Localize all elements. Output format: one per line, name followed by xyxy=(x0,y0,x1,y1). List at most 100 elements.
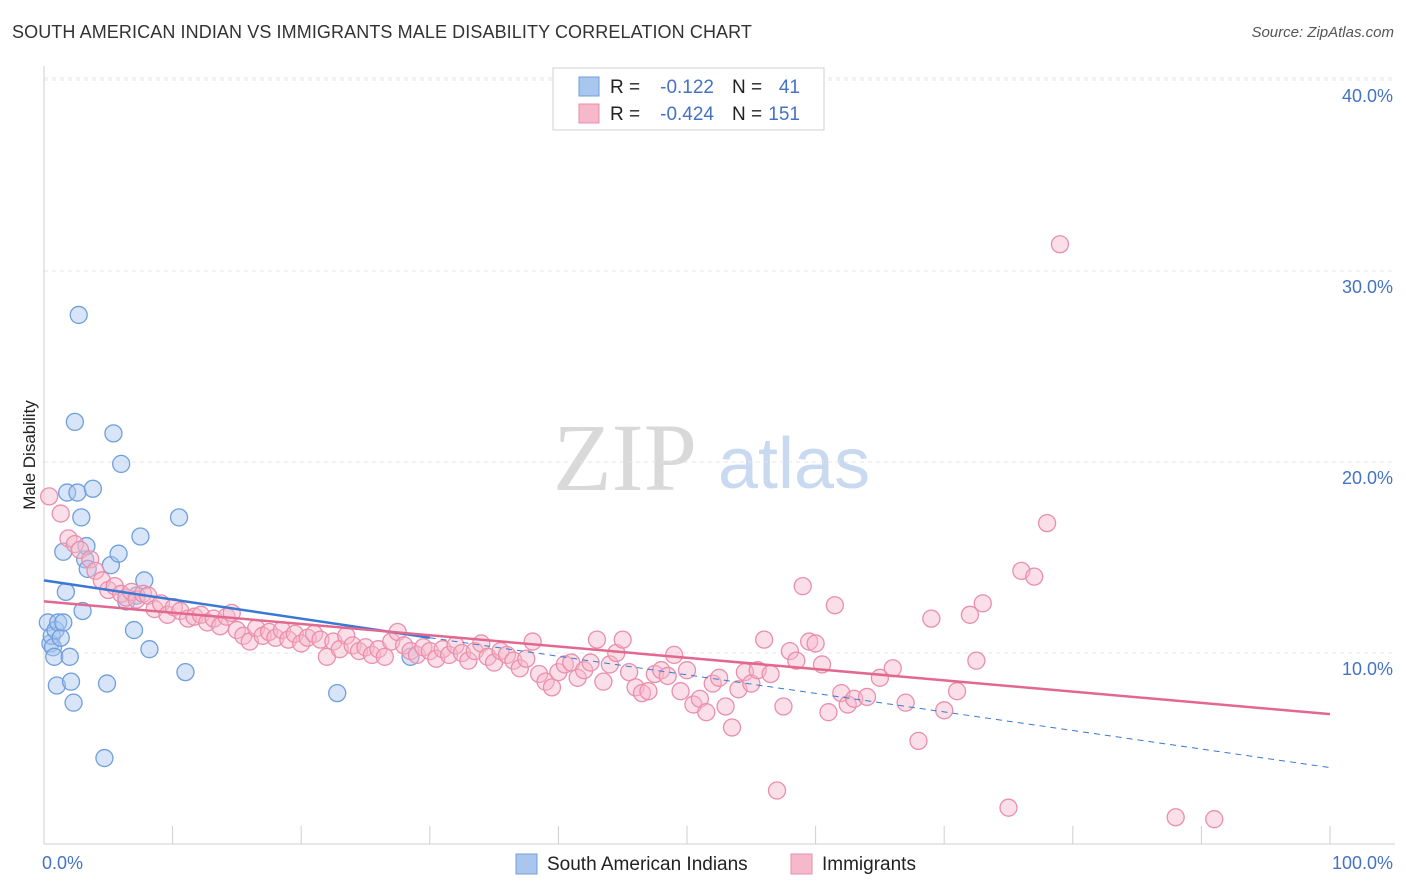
data-point-pink xyxy=(555,655,574,674)
data-point-blue xyxy=(64,693,83,712)
legend-swatch-pink xyxy=(578,103,600,124)
data-point-blue xyxy=(401,647,420,666)
data-point-blue xyxy=(83,479,103,498)
data-point-pink xyxy=(375,647,394,666)
x-tick-label-min: 0.0% xyxy=(42,853,83,873)
data-point-pink xyxy=(935,701,954,720)
data-point-blue xyxy=(131,527,150,546)
data-point-pink xyxy=(594,672,613,691)
data-point-pink xyxy=(825,596,845,615)
data-point-pink xyxy=(1205,810,1224,829)
data-point-pink xyxy=(587,630,607,649)
stats-legend: R = -0.122 N = 41 R = -0.424 N = 151 xyxy=(552,67,825,131)
data-point-pink xyxy=(39,487,59,506)
y-axis-label: Male Disability xyxy=(20,400,39,510)
legend-n-value: 41 xyxy=(779,77,800,98)
gridlines xyxy=(44,77,1395,654)
data-point-pink xyxy=(857,687,877,707)
data-point-pink xyxy=(999,798,1018,817)
data-point-pink xyxy=(1037,513,1057,533)
series-immigrants xyxy=(39,235,1224,829)
data-point-pink xyxy=(967,651,986,670)
data-point-pink xyxy=(774,697,793,716)
data-point-pink xyxy=(619,662,639,682)
data-point-pink xyxy=(909,731,928,751)
data-point-blue xyxy=(109,544,128,563)
data-point-pink xyxy=(517,649,536,668)
legend-n-label: N = xyxy=(732,104,762,125)
trend-line-blue-extension xyxy=(429,637,1331,769)
data-point-pink xyxy=(960,605,980,624)
data-point-blue xyxy=(56,582,76,602)
watermark-atlas: atlas xyxy=(718,424,870,504)
data-point-blue xyxy=(97,674,117,693)
data-point-blue xyxy=(104,424,123,443)
data-point-pink xyxy=(761,664,780,684)
data-point-pink xyxy=(780,641,800,661)
data-point-pink xyxy=(806,634,825,653)
y-tick-label: 30.0% xyxy=(1342,277,1393,297)
data-point-pink xyxy=(542,678,562,697)
data-point-pink xyxy=(787,651,806,670)
data-point-pink xyxy=(1166,808,1185,827)
data-point-blue xyxy=(48,613,68,632)
data-point-pink xyxy=(819,703,838,722)
legend-n-label: N = xyxy=(732,77,762,98)
data-point-pink xyxy=(65,534,85,554)
legend-swatch-blue xyxy=(578,76,600,97)
data-point-pink xyxy=(947,682,967,701)
legend-r-value: -0.122 xyxy=(660,77,714,98)
data-point-pink xyxy=(722,718,742,737)
legend-r-label: R = xyxy=(610,104,640,125)
data-point-pink xyxy=(51,504,70,523)
data-point-pink xyxy=(800,632,819,651)
data-point-pink xyxy=(81,550,100,569)
data-point-pink xyxy=(523,632,542,651)
data-point-pink xyxy=(755,630,774,649)
data-point-pink xyxy=(1050,235,1070,254)
data-point-pink xyxy=(86,561,105,581)
data-point-pink xyxy=(459,651,478,670)
legend-r-label: R = xyxy=(610,77,640,98)
data-point-blue xyxy=(328,683,347,703)
data-point-pink xyxy=(697,703,716,722)
data-point-pink xyxy=(896,693,915,712)
trend-lines xyxy=(43,579,1331,769)
data-point-blue xyxy=(61,672,81,691)
legend-r-value: -0.424 xyxy=(660,104,714,125)
data-point-pink xyxy=(581,653,600,672)
series-legend: South American Indians Immigrants xyxy=(515,853,916,875)
data-point-blue xyxy=(112,454,131,474)
legend-n-value: 151 xyxy=(768,104,800,125)
data-point-blue xyxy=(140,640,159,659)
data-point-blue xyxy=(69,305,88,325)
chart-source: Source: ZipAtlas.com xyxy=(1251,24,1394,41)
data-point-pink xyxy=(671,682,690,701)
series-south-american-indians xyxy=(38,305,420,768)
data-point-pink xyxy=(510,659,529,678)
y-tick-label: 20.0% xyxy=(1342,468,1393,488)
data-point-pink xyxy=(613,630,632,649)
x-tick-label-max: 100.0% xyxy=(1332,853,1393,873)
data-point-blue xyxy=(135,571,154,590)
watermark: ZIP atlas xyxy=(553,404,870,511)
data-point-pink xyxy=(639,682,658,701)
y-tick-label: 40.0% xyxy=(1342,86,1393,106)
bottom-legend-label: South American Indians xyxy=(547,854,748,875)
watermark-zip: ZIP xyxy=(553,404,697,511)
data-point-blue xyxy=(68,483,87,502)
data-point-pink xyxy=(716,697,735,716)
data-point-blue xyxy=(169,508,189,527)
bottom-legend-swatch-pink xyxy=(790,853,813,875)
data-point-pink xyxy=(658,666,677,686)
chart-title: SOUTH AMERICAN INDIAN VS IMMIGRANTS MALE… xyxy=(12,22,753,42)
data-point-pink xyxy=(922,609,941,628)
data-point-blue xyxy=(176,662,195,682)
data-point-blue xyxy=(73,601,92,621)
data-point-blue xyxy=(57,483,77,502)
data-point-blue xyxy=(45,647,64,666)
data-point-blue xyxy=(47,676,67,695)
data-point-pink xyxy=(632,683,652,703)
data-point-pink xyxy=(1025,567,1044,586)
